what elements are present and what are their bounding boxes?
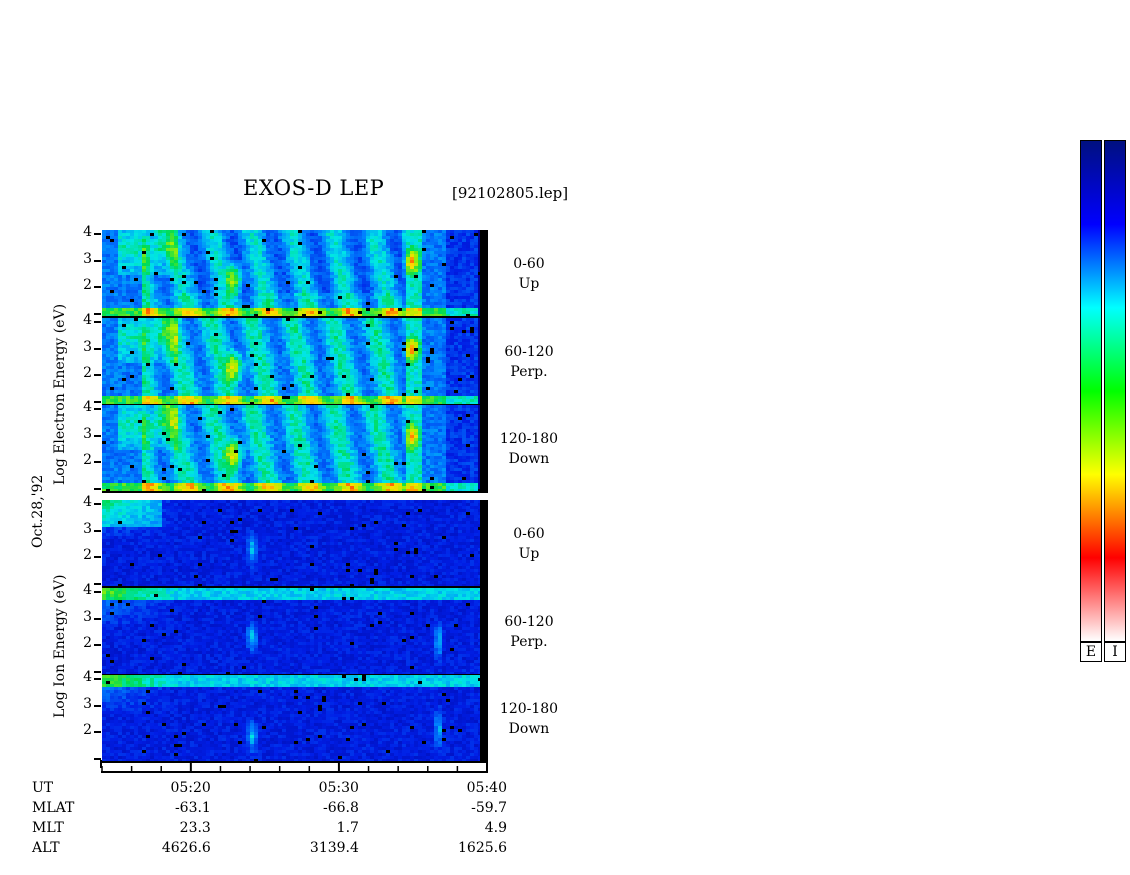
spectrogram-panel-ion-0-60 <box>102 500 488 586</box>
y-tick-label: 3 <box>83 425 92 442</box>
y-tick-label: 4 <box>83 224 92 240</box>
y-tick-mark <box>94 488 101 490</box>
panel-separator <box>102 586 488 588</box>
orbit-row-value: 23.3 <box>179 820 211 836</box>
chart-title: EXOS-D LEP <box>243 176 385 200</box>
y-tick-mark <box>94 529 101 532</box>
y-tick-mark <box>94 461 101 464</box>
y-tick-mark <box>94 321 101 323</box>
y-tick-label: 2 <box>83 277 92 294</box>
spectrogram-panel-electron-120-180 <box>102 405 488 491</box>
y-tick-mark <box>94 401 101 403</box>
direction-label: Down <box>508 721 550 737</box>
orbit-row-value: 4626.6 <box>161 840 211 856</box>
colorbar-label-e: E <box>1080 642 1102 662</box>
pitch-angle-label: 120-180 <box>499 701 559 717</box>
spectrogram-panel-electron-60-120 <box>102 318 488 404</box>
y-tick-label: 4 <box>83 312 92 328</box>
orbit-row-label: MLT <box>32 820 64 836</box>
pitch-angle-label: 0-60 <box>513 526 545 542</box>
pitch-angle-label: 60-120 <box>504 614 554 630</box>
direction-label: Up <box>518 546 540 562</box>
direction-label: Up <box>518 276 540 292</box>
colorbar-label-i: I <box>1104 642 1126 662</box>
y-tick-label: 3 <box>83 250 92 267</box>
y-tick-mark <box>94 434 101 437</box>
y-tick-mark <box>94 259 101 262</box>
orbit-row-value: -63.1 <box>174 800 211 816</box>
orbit-row-value: 05:40 <box>466 780 507 796</box>
panel-separator <box>102 316 488 318</box>
spectrogram-panel-electron-0-60 <box>102 230 488 316</box>
orbit-row-value: -59.7 <box>471 800 507 816</box>
pitch-angle-label: 60-120 <box>504 344 554 360</box>
orbit-row-value: 05:20 <box>170 780 211 796</box>
time-axis <box>100 760 488 773</box>
direction-label: Perp. <box>510 364 548 380</box>
y-tick-label: 2 <box>83 452 92 469</box>
y-tick-mark <box>94 313 101 315</box>
pitch-angle-label: 0-60 <box>513 256 545 272</box>
orbit-row-value: 05:30 <box>318 780 359 796</box>
y-tick-mark <box>94 556 101 559</box>
orbit-row-value: -66.8 <box>323 800 359 816</box>
y-tick-label: 2 <box>83 547 92 564</box>
y-tick-mark <box>94 503 101 505</box>
orbit-row-value: 1.7 <box>336 820 359 836</box>
y-tick-mark <box>94 583 101 585</box>
electron-axis-label: Log Electron Energy (eV) <box>52 303 68 485</box>
pitch-angle-label: 120-180 <box>499 431 559 447</box>
y-tick-label: 3 <box>83 608 92 625</box>
orbit-row-label: UT <box>32 780 54 796</box>
y-tick-label: 2 <box>83 365 92 382</box>
y-tick-mark <box>94 617 101 620</box>
y-tick-mark <box>94 347 101 350</box>
orbit-row-value: 3139.4 <box>309 840 359 856</box>
y-tick-label: 3 <box>83 520 92 537</box>
y-tick-mark <box>94 731 101 734</box>
y-tick-label: 4 <box>83 494 92 510</box>
direction-label: Perp. <box>510 634 548 650</box>
y-tick-mark <box>94 591 101 593</box>
y-tick-mark <box>94 758 101 760</box>
date-label: Oct.28,'92 <box>30 474 46 548</box>
colorbar-electron <box>1080 140 1102 642</box>
y-tick-mark <box>94 704 101 707</box>
y-tick-label: 2 <box>83 635 92 652</box>
spectrogram-panel-ion-120-180 <box>102 675 488 761</box>
y-tick-mark <box>94 408 101 410</box>
y-tick-mark <box>94 671 101 673</box>
y-tick-mark <box>94 233 101 235</box>
panel-separator <box>102 761 488 763</box>
ion-axis-label: Log Ion Energy (eV) <box>52 574 68 718</box>
y-tick-mark <box>94 678 101 680</box>
y-tick-mark <box>94 644 101 647</box>
file-name: [92102805.lep] <box>452 184 569 202</box>
orbit-row-value: 1625.6 <box>458 840 507 856</box>
y-tick-label: 4 <box>83 669 92 685</box>
direction-label: Down <box>508 451 550 467</box>
orbit-row-label: MLAT <box>32 800 75 816</box>
y-tick-label: 3 <box>83 338 92 355</box>
y-tick-mark <box>94 286 101 289</box>
orbit-row-label: ALT <box>32 840 60 856</box>
y-tick-label: 4 <box>83 582 92 598</box>
y-tick-mark <box>94 374 101 377</box>
panel-separator <box>102 491 488 493</box>
orbit-row-value: 4.9 <box>484 820 507 836</box>
colorbar-ion <box>1104 140 1126 642</box>
spectrogram-panel-ion-60-120 <box>102 588 488 674</box>
y-tick-label: 2 <box>83 722 92 739</box>
y-tick-label: 3 <box>83 695 92 712</box>
y-tick-label: 4 <box>83 399 92 415</box>
